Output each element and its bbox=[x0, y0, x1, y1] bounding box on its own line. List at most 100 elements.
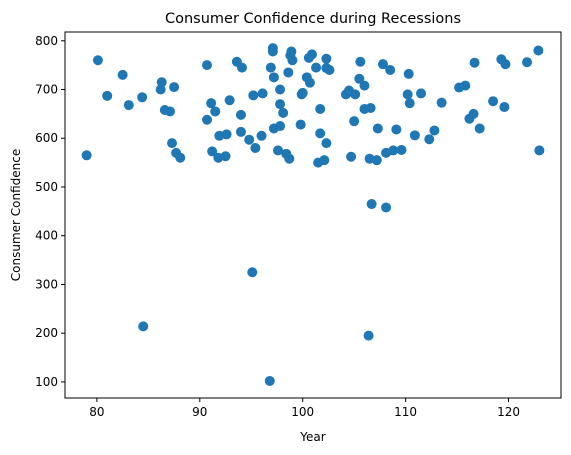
data-point bbox=[321, 138, 332, 149]
y-tick-label: 800 bbox=[35, 34, 58, 48]
data-point bbox=[315, 128, 326, 139]
data-point bbox=[117, 69, 128, 80]
data-point bbox=[500, 59, 511, 70]
data-point bbox=[321, 53, 332, 64]
data-point bbox=[522, 57, 533, 68]
data-point bbox=[488, 96, 499, 107]
data-point bbox=[311, 62, 322, 73]
data-point bbox=[267, 43, 278, 54]
data-point bbox=[468, 108, 479, 119]
data-point bbox=[286, 46, 297, 57]
y-tick-label: 700 bbox=[35, 83, 58, 97]
data-point bbox=[248, 90, 259, 101]
data-point bbox=[264, 375, 275, 386]
data-point bbox=[273, 145, 284, 156]
x-tick-label: 110 bbox=[394, 405, 417, 419]
data-point bbox=[275, 121, 286, 132]
data-point bbox=[123, 100, 134, 111]
x-axis-label: Year bbox=[299, 430, 325, 444]
data-point bbox=[247, 267, 258, 278]
data-point bbox=[169, 82, 180, 93]
data-point bbox=[256, 130, 267, 141]
data-point bbox=[534, 145, 545, 156]
data-point bbox=[365, 103, 376, 114]
data-point bbox=[250, 142, 261, 153]
data-point bbox=[297, 87, 308, 98]
data-point bbox=[284, 153, 295, 164]
data-point bbox=[278, 107, 289, 118]
data-point bbox=[283, 67, 294, 78]
data-point bbox=[359, 80, 370, 91]
data-point bbox=[424, 134, 435, 145]
data-point bbox=[224, 95, 235, 106]
data-point bbox=[355, 56, 366, 67]
y-tick-label: 300 bbox=[35, 277, 58, 291]
ticks-layer: 80 90 100 110 120 100 200 300 400 500 600 700 800 bbox=[35, 34, 520, 419]
data-point bbox=[372, 123, 383, 134]
data-point bbox=[275, 84, 286, 95]
data-point bbox=[221, 129, 232, 140]
data-point bbox=[295, 119, 306, 130]
data-point bbox=[287, 55, 298, 66]
data-point bbox=[306, 49, 317, 60]
data-point bbox=[436, 97, 447, 108]
data-point bbox=[533, 45, 544, 56]
data-point bbox=[268, 72, 279, 83]
data-point bbox=[469, 57, 480, 68]
data-point bbox=[244, 134, 255, 145]
y-tick-label: 400 bbox=[35, 229, 58, 243]
data-point bbox=[235, 109, 246, 120]
data-point bbox=[350, 89, 361, 100]
data-point bbox=[402, 89, 413, 100]
data-point bbox=[202, 114, 213, 125]
data-point bbox=[304, 77, 315, 88]
data-point bbox=[404, 98, 415, 109]
data-point bbox=[275, 99, 286, 110]
data-point bbox=[363, 330, 374, 341]
data-point bbox=[403, 68, 414, 79]
data-point bbox=[324, 65, 335, 76]
data-point bbox=[206, 98, 217, 109]
data-point bbox=[155, 84, 166, 95]
data-point bbox=[156, 77, 167, 88]
x-tick-label: 90 bbox=[192, 405, 207, 419]
data-point bbox=[175, 152, 186, 163]
data-point bbox=[346, 151, 357, 162]
data-point bbox=[416, 88, 427, 99]
x-tick-label: 120 bbox=[497, 405, 520, 419]
data-point bbox=[371, 155, 382, 166]
data-point bbox=[388, 145, 399, 156]
data-point bbox=[164, 106, 175, 117]
data-point bbox=[499, 102, 510, 113]
data-point bbox=[81, 150, 92, 161]
data-point bbox=[391, 124, 402, 135]
data-point bbox=[210, 106, 221, 117]
x-tick-label: 100 bbox=[291, 405, 314, 419]
y-axis-label: Consumer Confidence bbox=[9, 149, 23, 281]
data-point bbox=[137, 92, 148, 103]
data-point bbox=[377, 59, 388, 70]
data-point bbox=[474, 123, 485, 134]
data-point bbox=[92, 55, 103, 66]
data-point bbox=[366, 199, 377, 210]
data-point bbox=[257, 88, 268, 99]
data-point bbox=[354, 73, 365, 84]
y-tick-label: 100 bbox=[35, 375, 58, 389]
data-point bbox=[396, 144, 407, 155]
data-point bbox=[349, 116, 360, 127]
data-point bbox=[429, 125, 440, 136]
x-tick-label: 80 bbox=[89, 405, 104, 419]
chart-title: Consumer Confidence during Recessions bbox=[165, 11, 461, 27]
data-point bbox=[460, 80, 471, 91]
plot-frame bbox=[64, 31, 562, 399]
data-point bbox=[235, 126, 246, 137]
points-layer bbox=[81, 43, 545, 386]
data-point bbox=[207, 146, 218, 157]
y-tick-label: 200 bbox=[35, 326, 58, 340]
data-point bbox=[265, 62, 276, 73]
data-point bbox=[220, 151, 231, 162]
data-point bbox=[319, 155, 330, 166]
data-point bbox=[167, 138, 178, 149]
data-point bbox=[385, 65, 396, 76]
